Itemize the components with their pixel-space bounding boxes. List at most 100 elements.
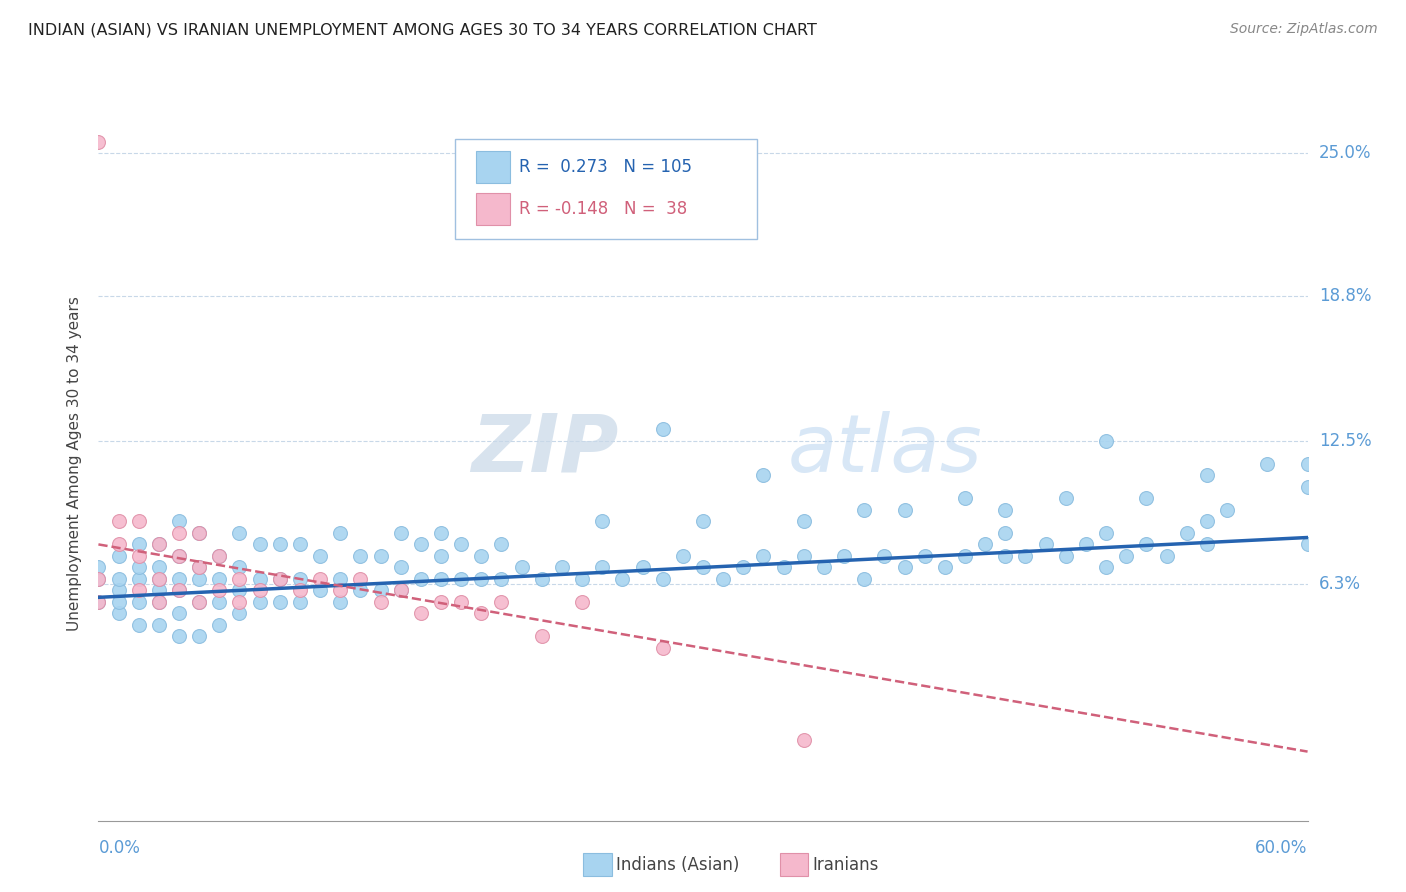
Point bbox=[128, 549, 150, 563]
Point bbox=[651, 572, 673, 586]
Point bbox=[793, 515, 815, 529]
Point bbox=[128, 560, 150, 574]
Point bbox=[1216, 503, 1239, 517]
Point bbox=[87, 560, 110, 574]
Point bbox=[470, 607, 492, 621]
Point bbox=[409, 537, 432, 551]
Point bbox=[752, 549, 775, 563]
FancyBboxPatch shape bbox=[456, 139, 758, 239]
Point bbox=[571, 572, 593, 586]
Text: Indians (Asian): Indians (Asian) bbox=[616, 856, 740, 874]
Point bbox=[128, 515, 150, 529]
Point bbox=[631, 560, 654, 574]
Point bbox=[167, 583, 190, 598]
Point bbox=[389, 583, 412, 598]
Point bbox=[651, 422, 673, 436]
Point bbox=[793, 733, 815, 747]
Point bbox=[228, 560, 250, 574]
Point bbox=[994, 549, 1017, 563]
Point bbox=[994, 525, 1017, 540]
Point bbox=[167, 583, 190, 598]
Point bbox=[167, 607, 190, 621]
Point bbox=[1115, 549, 1137, 563]
Point bbox=[1135, 491, 1157, 506]
Point bbox=[370, 549, 392, 563]
Text: 18.8%: 18.8% bbox=[1319, 287, 1371, 305]
Point bbox=[107, 607, 129, 621]
Point bbox=[188, 595, 211, 609]
Point bbox=[1054, 549, 1077, 563]
Point bbox=[953, 491, 976, 506]
Point bbox=[107, 537, 129, 551]
Point bbox=[612, 572, 634, 586]
Point bbox=[309, 583, 332, 598]
Point bbox=[107, 515, 129, 529]
Point bbox=[530, 630, 553, 644]
Point bbox=[1296, 457, 1319, 471]
Text: Iranians: Iranians bbox=[813, 856, 879, 874]
Point bbox=[994, 503, 1017, 517]
Text: 60.0%: 60.0% bbox=[1256, 839, 1308, 857]
Point bbox=[167, 549, 190, 563]
FancyBboxPatch shape bbox=[475, 193, 509, 225]
Point bbox=[188, 525, 211, 540]
Point bbox=[329, 595, 352, 609]
Point bbox=[793, 549, 815, 563]
Text: atlas: atlas bbox=[787, 410, 983, 489]
Point bbox=[349, 549, 371, 563]
Point bbox=[551, 560, 574, 574]
Point bbox=[329, 583, 352, 598]
Point bbox=[128, 618, 150, 632]
Point bbox=[87, 595, 110, 609]
Point bbox=[1035, 537, 1057, 551]
Point bbox=[672, 549, 695, 563]
Point bbox=[430, 595, 453, 609]
Text: 0.0%: 0.0% bbox=[98, 839, 141, 857]
Point bbox=[107, 549, 129, 563]
Point bbox=[873, 549, 896, 563]
Point bbox=[208, 549, 231, 563]
Point bbox=[87, 595, 110, 609]
Point bbox=[188, 595, 211, 609]
Point bbox=[389, 560, 412, 574]
Point bbox=[893, 560, 915, 574]
Point bbox=[711, 572, 734, 586]
Point bbox=[1074, 537, 1097, 551]
Point bbox=[733, 560, 755, 574]
Point bbox=[530, 572, 553, 586]
Point bbox=[893, 503, 915, 517]
Point bbox=[148, 537, 170, 551]
Point bbox=[148, 572, 170, 586]
Point bbox=[107, 572, 129, 586]
Point bbox=[309, 572, 332, 586]
Point bbox=[934, 560, 956, 574]
Point bbox=[208, 549, 231, 563]
Point bbox=[914, 549, 936, 563]
Point bbox=[249, 572, 271, 586]
Text: 6.3%: 6.3% bbox=[1319, 574, 1361, 592]
Point bbox=[309, 549, 332, 563]
Point bbox=[228, 607, 250, 621]
Point bbox=[409, 572, 432, 586]
Point bbox=[1014, 549, 1036, 563]
Point bbox=[1135, 537, 1157, 551]
Point bbox=[148, 618, 170, 632]
Point bbox=[188, 572, 211, 586]
Point bbox=[228, 525, 250, 540]
Point bbox=[148, 595, 170, 609]
Point bbox=[409, 607, 432, 621]
Point bbox=[128, 583, 150, 598]
Point bbox=[167, 572, 190, 586]
Point bbox=[167, 630, 190, 644]
Point bbox=[107, 583, 129, 598]
Point bbox=[470, 549, 492, 563]
Point bbox=[249, 583, 271, 598]
Text: ZIP: ZIP bbox=[471, 410, 619, 489]
Point bbox=[813, 560, 835, 574]
Point bbox=[329, 572, 352, 586]
Point bbox=[389, 583, 412, 598]
Point bbox=[288, 583, 311, 598]
Point bbox=[87, 135, 110, 149]
Point bbox=[208, 583, 231, 598]
Point bbox=[269, 572, 291, 586]
